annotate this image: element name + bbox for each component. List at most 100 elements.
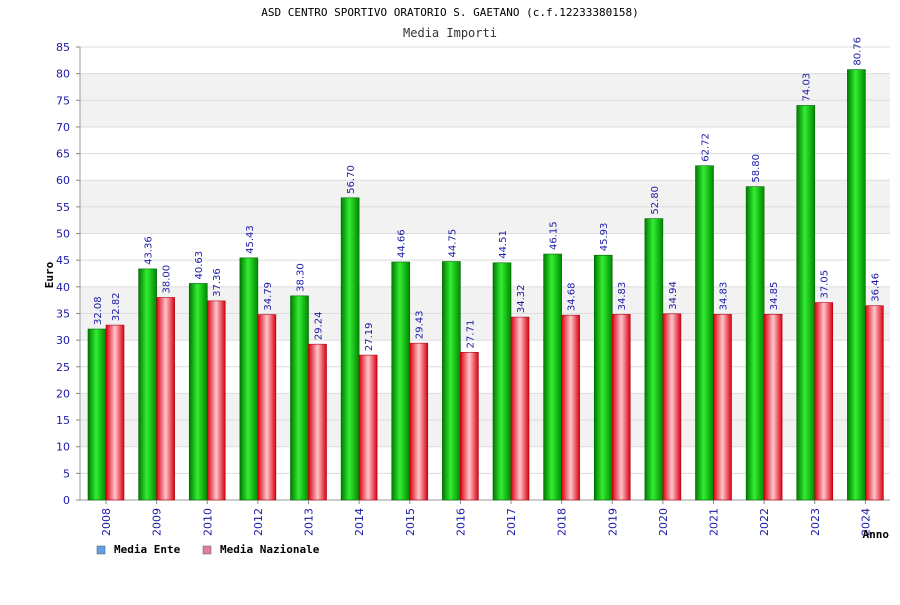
value-label: 27.71 bbox=[465, 320, 476, 349]
legend-label-media-ente: Media Ente bbox=[114, 543, 181, 556]
bar-media-ente bbox=[290, 295, 309, 501]
value-label: 43.36 bbox=[144, 236, 155, 265]
x-tick-label: 2019 bbox=[606, 508, 619, 536]
y-tick-label: 70 bbox=[56, 121, 70, 134]
bar-media-nazionale bbox=[561, 314, 580, 501]
y-tick-label: 15 bbox=[56, 414, 70, 427]
x-tick-label: 2018 bbox=[556, 508, 569, 536]
x-tick-label: 2016 bbox=[454, 508, 467, 536]
value-label: 34.94 bbox=[668, 281, 679, 310]
y-tick-label: 40 bbox=[56, 281, 70, 294]
x-tick-label: 2009 bbox=[151, 508, 164, 536]
value-label: 44.75 bbox=[447, 229, 458, 258]
value-label: 34.68 bbox=[567, 283, 578, 312]
x-tick-label: 2012 bbox=[252, 508, 265, 536]
bar-media-nazionale bbox=[460, 352, 479, 501]
value-label: 44.51 bbox=[498, 230, 509, 259]
chart-title: ASD CENTRO SPORTIVO ORATORIO S. GAETANO … bbox=[261, 6, 639, 19]
bar-media-ente bbox=[391, 261, 411, 501]
y-tick-label: 45 bbox=[56, 254, 70, 267]
bar-media-nazionale bbox=[713, 314, 732, 501]
bar-media-nazionale bbox=[763, 313, 783, 501]
x-tick-label: 2014 bbox=[353, 508, 366, 536]
y-tick-label: 80 bbox=[56, 68, 70, 81]
y-axis-ticks: 0 5 10 15 20 25 30 35 40 45 50 55 60 65 70 75 80 85 bbox=[56, 41, 80, 507]
x-tick-label: 2010 bbox=[201, 508, 214, 536]
bar-media-nazionale bbox=[206, 300, 226, 501]
x-tick-label: 2015 bbox=[404, 508, 417, 536]
value-label: 38.30 bbox=[296, 263, 307, 292]
bar-media-nazionale bbox=[105, 324, 125, 501]
value-label: 37.36 bbox=[212, 268, 223, 297]
bar-media-ente bbox=[796, 105, 816, 501]
y-tick-label: 0 bbox=[63, 494, 70, 507]
value-label: 44.66 bbox=[397, 229, 408, 258]
bar-media-nazionale bbox=[865, 305, 884, 501]
value-label: 36.46 bbox=[870, 273, 881, 302]
bar-media-ente bbox=[340, 197, 360, 501]
x-axis-label: Anno bbox=[863, 528, 890, 541]
x-tick-label: 2020 bbox=[657, 508, 670, 536]
y-tick-label: 25 bbox=[56, 361, 70, 374]
value-label: 29.43 bbox=[415, 311, 426, 340]
x-tick-label: 2017 bbox=[505, 508, 518, 536]
value-label: 34.83 bbox=[719, 282, 730, 311]
y-tick-label: 60 bbox=[56, 174, 70, 187]
value-label: 52.80 bbox=[650, 186, 661, 215]
x-tick-label: 2023 bbox=[809, 508, 822, 536]
x-tick-label: 2021 bbox=[708, 508, 721, 536]
y-tick-label: 85 bbox=[56, 41, 70, 54]
y-tick-label: 65 bbox=[56, 148, 70, 161]
value-label: 80.76 bbox=[852, 37, 863, 66]
x-tick-label: 2013 bbox=[303, 508, 316, 536]
legend-label-media-nazionale: Media Nazionale bbox=[220, 543, 320, 556]
value-label: 32.08 bbox=[93, 296, 104, 325]
bar-media-ente bbox=[138, 268, 157, 501]
legend-swatch-media-ente bbox=[96, 545, 106, 555]
x-tick-label: 2024 bbox=[859, 508, 872, 536]
bar-media-nazionale bbox=[257, 314, 277, 501]
value-labels: 32.08 32.82 43.36 38.00 40.63 37.36 45.43 34.79… bbox=[93, 37, 881, 351]
y-tick-label: 30 bbox=[56, 334, 70, 347]
x-axis-ticks: 2008 2009 2010 2012 2013 2014 2015 2016 2017 2018… bbox=[100, 500, 872, 536]
y-axis-label: Euro bbox=[43, 261, 56, 288]
bar-media-ente bbox=[188, 283, 208, 501]
bar-media-ente bbox=[442, 261, 461, 501]
y-tick-label: 10 bbox=[56, 441, 70, 454]
bar-media-nazionale bbox=[308, 343, 327, 501]
y-tick-label: 55 bbox=[56, 201, 70, 214]
value-label: 32.82 bbox=[111, 292, 122, 321]
y-tick-label: 35 bbox=[56, 307, 70, 320]
bar-media-ente bbox=[492, 262, 512, 501]
value-label: 34.83 bbox=[617, 282, 628, 311]
value-label: 58.80 bbox=[751, 154, 762, 183]
bar-media-nazionale bbox=[662, 313, 682, 501]
bar-media-ente bbox=[847, 69, 866, 501]
bar-media-nazionale bbox=[611, 314, 631, 501]
bars bbox=[87, 69, 884, 501]
value-label: 34.79 bbox=[263, 282, 274, 311]
y-tick-label: 5 bbox=[63, 467, 70, 480]
x-tick-label: 2008 bbox=[100, 508, 113, 536]
value-label: 46.15 bbox=[549, 221, 560, 250]
bar-media-ente bbox=[644, 218, 664, 501]
value-label: 45.43 bbox=[245, 225, 256, 254]
value-label: 29.24 bbox=[314, 312, 325, 341]
bar-media-nazionale bbox=[409, 342, 429, 501]
value-label: 74.03 bbox=[802, 73, 813, 102]
value-label: 38.00 bbox=[162, 265, 173, 294]
x-tick-label: 2022 bbox=[758, 508, 771, 536]
bar-media-ente bbox=[593, 254, 613, 501]
value-label: 45.93 bbox=[599, 223, 610, 252]
bar-media-ente bbox=[543, 253, 562, 501]
value-label: 62.72 bbox=[701, 133, 712, 162]
bar-media-nazionale bbox=[156, 297, 175, 501]
value-label: 34.32 bbox=[516, 284, 527, 313]
bar-media-ente bbox=[239, 257, 259, 501]
bar-media-ente bbox=[745, 186, 765, 501]
legend-swatch-media-nazionale bbox=[202, 545, 212, 555]
bar-media-ente bbox=[87, 328, 107, 501]
value-label: 34.85 bbox=[769, 282, 780, 311]
